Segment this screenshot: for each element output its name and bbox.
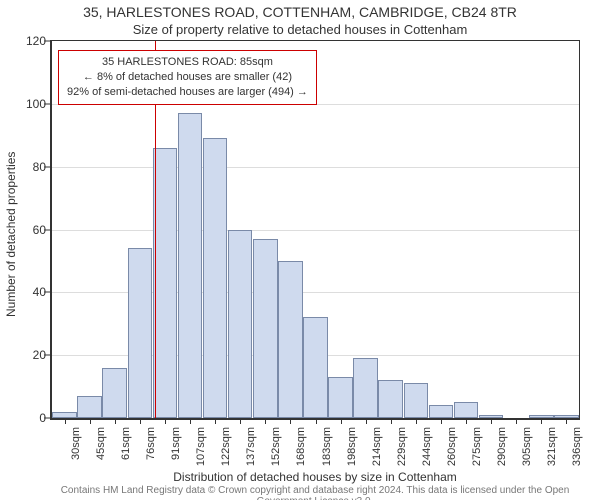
histogram-bar: [153, 148, 178, 418]
chart-title: 35, HARLESTONES ROAD, COTTENHAM, CAMBRID…: [0, 4, 600, 20]
x-tick-mark: [341, 419, 342, 424]
y-tick-mark: [44, 418, 50, 419]
y-tick-label: 40: [6, 285, 46, 299]
y-tick-label: 20: [6, 348, 46, 362]
histogram-bar: [52, 412, 77, 418]
x-tick-mark: [165, 419, 166, 424]
x-tick-label: 107sqm: [195, 427, 207, 477]
x-tick-mark: [190, 419, 191, 424]
x-tick-mark: [566, 419, 567, 424]
x-tick-label: 229sqm: [396, 427, 408, 477]
histogram-bar: [203, 138, 228, 418]
grid-line: [52, 230, 579, 231]
x-tick-mark: [541, 419, 542, 424]
x-tick-label: 76sqm: [145, 427, 157, 477]
y-tick-label: 100: [6, 97, 46, 111]
x-tick-label: 260sqm: [446, 427, 458, 477]
x-tick-mark: [491, 419, 492, 424]
x-tick-mark: [466, 419, 467, 424]
x-tick-label: 122sqm: [220, 427, 232, 477]
annotation-box: 35 HARLESTONES ROAD: 85sqm← 8% of detach…: [58, 50, 317, 105]
chart-subtitle: Size of property relative to detached ho…: [0, 22, 600, 37]
x-tick-label: 305sqm: [521, 427, 533, 477]
x-tick-mark: [441, 419, 442, 424]
grid-line: [52, 167, 579, 168]
histogram-bar: [303, 317, 328, 418]
histogram-bar: [128, 248, 153, 418]
x-tick-label: 290sqm: [496, 427, 508, 477]
histogram-bar: [378, 380, 403, 418]
x-tick-mark: [316, 419, 317, 424]
annotation-line: 92% of semi-detached houses are larger (…: [67, 85, 308, 100]
y-tick-mark: [44, 229, 50, 230]
x-tick-label: 214sqm: [371, 427, 383, 477]
y-tick-label: 0: [6, 411, 46, 425]
x-tick-label: 168sqm: [295, 427, 307, 477]
y-tick-mark: [44, 41, 50, 42]
x-tick-mark: [65, 419, 66, 424]
histogram-bar: [479, 415, 504, 418]
y-tick-mark: [44, 355, 50, 356]
x-tick-label: 91sqm: [170, 427, 182, 477]
annotation-line: 35 HARLESTONES ROAD: 85sqm: [67, 55, 308, 70]
histogram-bar: [102, 368, 127, 418]
x-tick-label: 45sqm: [95, 427, 107, 477]
histogram-bar: [529, 415, 554, 418]
x-tick-mark: [391, 419, 392, 424]
histogram-bar: [554, 415, 579, 418]
histogram-bar: [454, 402, 479, 418]
x-tick-label: 137sqm: [245, 427, 257, 477]
histogram-bar: [404, 383, 429, 418]
x-tick-mark: [516, 419, 517, 424]
x-tick-mark: [290, 419, 291, 424]
histogram-chart: 35, HARLESTONES ROAD, COTTENHAM, CAMBRID…: [0, 0, 600, 500]
x-tick-label: 336sqm: [571, 427, 583, 477]
copyright-text: Contains HM Land Registry data © Crown c…: [50, 485, 580, 500]
x-tick-mark: [265, 419, 266, 424]
x-tick-mark: [240, 419, 241, 424]
y-tick-label: 60: [6, 223, 46, 237]
x-tick-label: 198sqm: [346, 427, 358, 477]
y-tick-label: 80: [6, 160, 46, 174]
x-tick-label: 275sqm: [471, 427, 483, 477]
histogram-bar: [77, 396, 102, 418]
x-tick-mark: [140, 419, 141, 424]
y-tick-mark: [44, 166, 50, 167]
x-tick-label: 244sqm: [421, 427, 433, 477]
x-tick-label: 152sqm: [270, 427, 282, 477]
histogram-bar: [429, 405, 454, 418]
x-tick-mark: [416, 419, 417, 424]
histogram-bar: [178, 113, 203, 418]
x-tick-label: 321sqm: [546, 427, 558, 477]
x-tick-label: 183sqm: [321, 427, 333, 477]
histogram-bar: [328, 377, 353, 418]
x-tick-label: 61sqm: [120, 427, 132, 477]
histogram-bar: [253, 239, 278, 418]
y-tick-mark: [44, 292, 50, 293]
x-tick-mark: [366, 419, 367, 424]
histogram-bar: [278, 261, 303, 418]
x-tick-mark: [215, 419, 216, 424]
x-tick-mark: [90, 419, 91, 424]
histogram-bar: [353, 358, 378, 418]
x-tick-label: 30sqm: [70, 427, 82, 477]
x-tick-mark: [115, 419, 116, 424]
y-tick-mark: [44, 103, 50, 104]
y-tick-label: 120: [6, 34, 46, 48]
histogram-bar: [228, 230, 253, 419]
annotation-line: ← 8% of detached houses are smaller (42): [67, 70, 308, 85]
